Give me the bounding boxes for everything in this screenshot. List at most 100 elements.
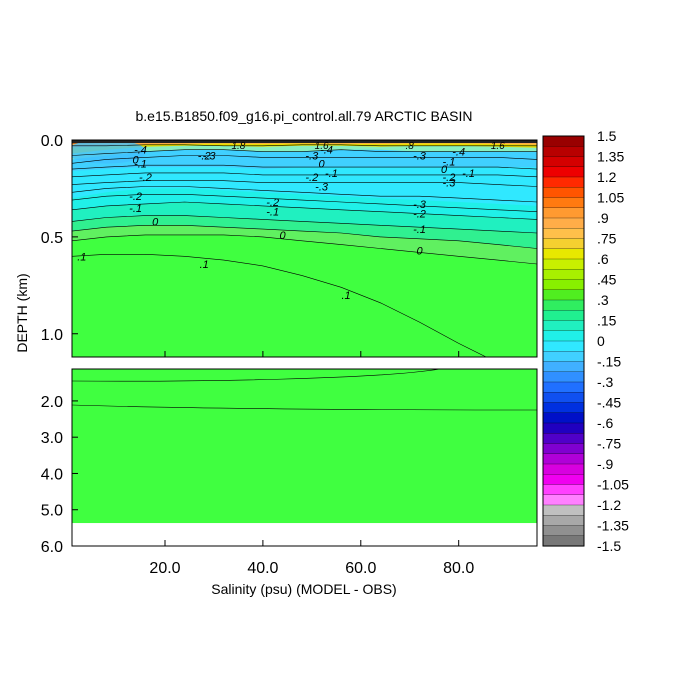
colorbar-swatch — [542, 197, 585, 209]
surface-contour-label: 1.6 — [491, 141, 505, 152]
lower-panel: 2.0 3.0 4.0 5.0 6.0 — [41, 368, 538, 556]
colorbar-swatch — [542, 515, 585, 527]
colorbar-label: -.45 — [597, 395, 621, 411]
colorbar-swatch — [542, 412, 585, 424]
contour-line-lower — [72, 404, 537, 411]
colorbar-label: 1.5 — [597, 128, 617, 144]
no-data-region — [72, 523, 537, 546]
contour-line-upper — [72, 194, 537, 212]
colorbar-swatch — [542, 289, 585, 301]
contour-label: -.1 — [266, 207, 279, 219]
contour-label: -.2 — [129, 191, 142, 203]
contour-label: -.1 — [129, 203, 142, 215]
colorbar-swatch — [542, 248, 585, 260]
contour-line-upper — [72, 234, 537, 265]
colorbar-swatch — [542, 330, 585, 342]
colorbar-swatch — [542, 453, 585, 465]
colorbar-label: 0 — [597, 333, 605, 349]
contour-label: -.3 — [315, 182, 329, 194]
contour-line-upper — [72, 144, 537, 147]
colorbar-swatch — [542, 217, 585, 229]
colorbar-swatch — [542, 269, 585, 281]
x-tick-label: 20.0 — [149, 560, 180, 577]
contour-line-upper — [72, 201, 537, 220]
colorbar-swatch — [542, 443, 585, 455]
colorbar-swatch — [542, 351, 585, 363]
y-tick-label: 2.0 — [41, 394, 63, 411]
contour-label: -.2 — [198, 151, 211, 163]
colorbar-swatch — [542, 207, 585, 219]
y-axis-label: DEPTH (km) — [14, 273, 30, 352]
upper-panel-frame — [71, 139, 538, 358]
colorbar-swatch — [542, 463, 585, 475]
colorbar-swatch — [542, 340, 585, 352]
contour-line-upper — [72, 225, 537, 249]
contour-label: .1 — [200, 259, 209, 271]
x-axis: 20.0 40.0 60.0 80.0 — [149, 351, 474, 577]
colorbar-label: 1.2 — [597, 169, 617, 185]
colorbar-label: -.3 — [597, 374, 614, 390]
contour-label: .1 — [342, 290, 351, 302]
upper-panel: 0-.1-.2-.4 -.2-.3 -.3 -.40-.1-.2-.3-.3 -.4-.… — [41, 133, 538, 394]
colorbar-label: -.6 — [597, 415, 614, 431]
contour-label: 0 — [416, 245, 423, 257]
colorbar-swatch — [542, 381, 585, 393]
colorbar-swatch — [542, 258, 585, 270]
contour-label: -.2 — [266, 197, 279, 209]
contour-label: -.3 — [413, 199, 427, 211]
contour-label: -.4 — [134, 145, 147, 157]
y-tick-label: 6.0 — [41, 539, 63, 556]
surface-strip — [72, 140, 537, 143]
colorbar-swatch — [542, 402, 585, 414]
y-tick-label: 0.5 — [41, 230, 63, 247]
colorbar-swatch — [542, 433, 585, 445]
y-tick-label: 0.0 — [41, 133, 63, 150]
colorbar-label: -.9 — [597, 456, 614, 472]
contour-label: -.3 — [413, 151, 427, 163]
contour-line-upper — [72, 180, 537, 187]
colorbar-swatch — [542, 146, 585, 158]
colorbar-label: -1.2 — [597, 497, 621, 513]
contour-label: -.3 — [442, 178, 456, 190]
colorbar-label: 1.35 — [597, 149, 624, 165]
x-tick-label: 40.0 — [247, 560, 278, 577]
contour-label: -.2 — [413, 209, 426, 221]
colorbar: 1.5 1.35 1.2 1.05 .9 .75 .6 .45 .3 .15 0 -.15 -.3 -.4… — [542, 128, 629, 554]
y-tick-label: 4.0 — [41, 466, 63, 483]
contour-line-upper — [72, 172, 537, 178]
colorbar-swatch — [542, 166, 585, 178]
x-tick-label: 80.0 — [443, 560, 474, 577]
colorbar-swatch — [542, 484, 585, 496]
contour-label: -.4 — [320, 145, 333, 157]
contour-label: -.1 — [325, 168, 338, 180]
contour-label: 0 — [441, 164, 448, 176]
contour-label: -.1 — [442, 156, 455, 168]
colorbar-frame — [542, 135, 585, 547]
surface-contour-label: .8 — [406, 141, 415, 152]
colorbar-label: .9 — [597, 210, 609, 226]
colorbar-swatch — [542, 535, 585, 547]
colorbar-swatch — [542, 504, 585, 516]
contour-label: -.2 — [442, 172, 455, 184]
contour-line-upper — [72, 186, 537, 203]
colorbar-swatch — [542, 392, 585, 404]
colorbar-label: .45 — [597, 272, 617, 288]
colorbar-label: .75 — [597, 231, 617, 247]
contour-line-upper — [72, 149, 537, 156]
contour-label: -.2 — [305, 172, 318, 184]
colorbar-label: .6 — [597, 251, 609, 267]
colorbar-swatch — [542, 494, 585, 506]
contour-line-upper — [72, 164, 537, 170]
contour-label: -.4 — [452, 147, 465, 159]
contour-label: 0 — [152, 216, 159, 228]
surface-contour-label: 1.6 — [315, 141, 329, 152]
contour-label: -.3 — [305, 151, 319, 163]
contour-label: 0 — [319, 158, 326, 170]
colorbar-swatch — [542, 525, 585, 537]
colorbar-swatch — [542, 156, 585, 168]
colorbar-swatch — [542, 228, 585, 240]
colorbar-swatch — [542, 361, 585, 373]
colorbar-label: .3 — [597, 292, 609, 308]
lower-panel-frame — [71, 368, 538, 547]
contour-line-upper — [72, 155, 537, 164]
